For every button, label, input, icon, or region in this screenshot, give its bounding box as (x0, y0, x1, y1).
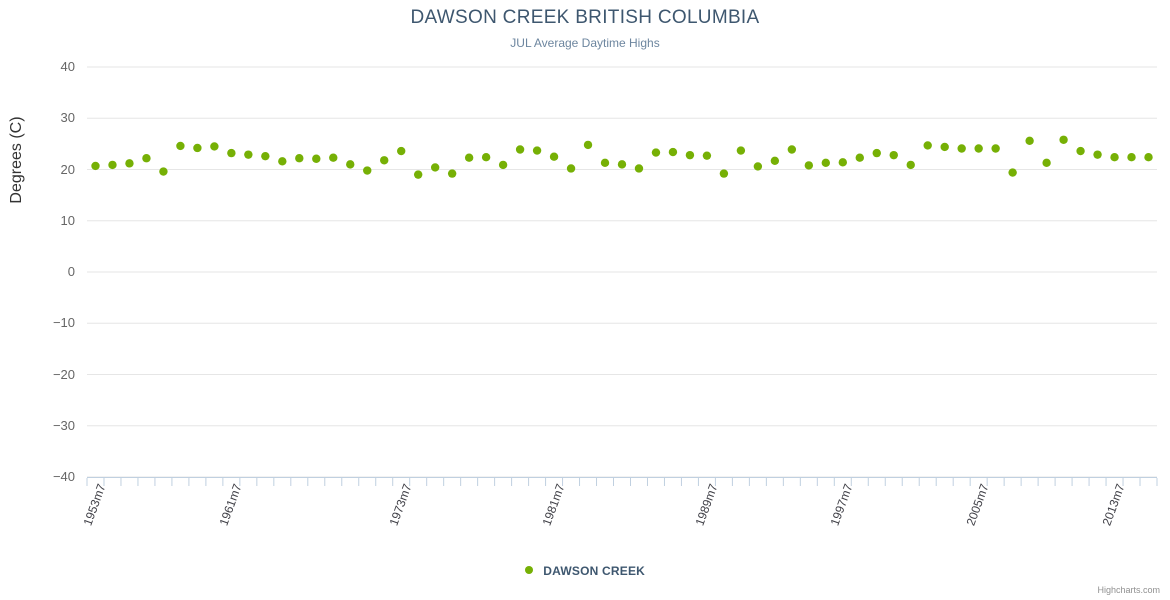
data-point[interactable] (278, 157, 287, 166)
data-point[interactable] (1042, 158, 1051, 168)
y-axis-tick-label: −10 (52, 315, 75, 331)
data-point[interactable] (380, 156, 389, 165)
data-point[interactable] (176, 141, 185, 151)
data-point[interactable] (872, 148, 881, 158)
data-point[interactable] (821, 158, 831, 168)
data-point[interactable] (583, 140, 593, 150)
y-axis-tick-label: 0 (67, 264, 75, 279)
data-point[interactable] (787, 145, 797, 154)
data-point[interactable] (159, 167, 168, 176)
data-point[interactable] (397, 146, 406, 156)
data-point[interactable] (329, 153, 338, 162)
data-point[interactable] (923, 141, 932, 150)
y-axis-tick-label: 20 (60, 161, 75, 177)
legend-label: DAWSON CREEK (543, 563, 646, 578)
data-point[interactable] (600, 158, 610, 168)
data-point[interactable] (702, 151, 712, 160)
data-point[interactable] (974, 144, 983, 153)
data-point[interactable] (719, 169, 729, 178)
data-point[interactable] (464, 153, 474, 162)
data-point[interactable] (346, 160, 355, 169)
data-point[interactable] (413, 170, 423, 179)
y-axis-tick-label: −40 (52, 469, 75, 484)
chart-legend: DAWSON CREEK (0, 563, 1170, 578)
data-point[interactable] (515, 145, 525, 154)
data-point[interactable] (1025, 136, 1034, 145)
data-point[interactable] (1093, 150, 1102, 159)
data-point[interactable] (685, 150, 695, 160)
data-point[interactable] (549, 152, 559, 161)
data-point[interactable] (906, 160, 915, 170)
y-axis-tick-label: −30 (52, 417, 75, 433)
data-point[interactable] (447, 169, 457, 178)
chart-title: DAWSON CREEK BRITISH COLUMBIA (410, 7, 760, 28)
data-point[interactable] (227, 148, 236, 158)
data-point[interactable] (108, 160, 117, 170)
data-point[interactable] (855, 153, 864, 162)
data-point[interactable] (295, 154, 304, 163)
data-point[interactable] (125, 159, 134, 168)
data-point[interactable] (566, 164, 576, 173)
data-point[interactable] (889, 150, 898, 160)
data-point[interactable] (1144, 153, 1153, 162)
data-point[interactable] (261, 151, 270, 161)
data-point[interactable] (838, 158, 847, 167)
gridlines (87, 66, 1157, 478)
data-point[interactable] (1008, 168, 1017, 177)
data-point[interactable] (481, 153, 491, 162)
data-point[interactable] (634, 164, 644, 173)
data-point[interactable] (1110, 153, 1119, 162)
y-axis-tick-label: 30 (60, 110, 75, 126)
data-point[interactable] (957, 144, 966, 153)
data-point[interactable] (312, 154, 321, 163)
data-point[interactable] (363, 166, 372, 175)
data-point-markers[interactable] (91, 135, 1153, 179)
data-point[interactable] (244, 150, 253, 159)
data-point[interactable] (142, 154, 151, 163)
data-point[interactable] (736, 146, 746, 155)
y-axis-tick-label: 10 (60, 212, 75, 228)
y-axis-tick-label: −20 (52, 366, 75, 382)
data-point[interactable] (193, 143, 202, 153)
credits-label[interactable]: Highcharts.com (1097, 585, 1160, 595)
data-point[interactable] (753, 162, 763, 171)
data-point[interactable] (91, 161, 100, 171)
data-point[interactable] (804, 161, 814, 170)
data-point[interactable] (532, 146, 542, 155)
legend-marker-icon (524, 565, 533, 574)
data-point[interactable] (1076, 146, 1085, 156)
data-point[interactable] (1059, 135, 1068, 144)
chart-subtitle: JUL Average Daytime Highs (510, 36, 660, 50)
legend-item-dawson-creek[interactable]: DAWSON CREEK (524, 563, 646, 578)
data-point[interactable] (651, 148, 661, 157)
data-point[interactable] (991, 144, 1000, 153)
data-point[interactable] (770, 156, 780, 165)
data-point[interactable] (940, 142, 949, 152)
data-point[interactable] (668, 147, 678, 157)
x-axis-ticks (86, 478, 1158, 486)
data-point[interactable] (617, 160, 627, 169)
data-point[interactable] (1127, 153, 1136, 162)
data-point[interactable] (430, 163, 440, 172)
data-point[interactable] (498, 160, 508, 170)
data-point[interactable] (210, 142, 219, 151)
y-axis-tick-label: 40 (60, 59, 75, 74)
